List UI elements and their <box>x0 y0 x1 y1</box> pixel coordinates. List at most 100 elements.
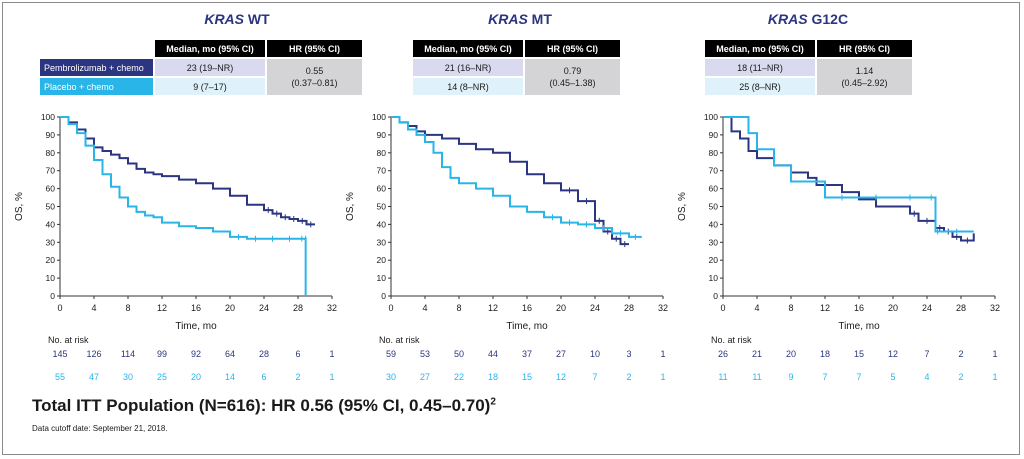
legend-pembro-cell <box>40 59 153 76</box>
risk-pembro-value: 114 <box>121 349 135 359</box>
x-tick-label: 0 <box>57 303 62 313</box>
km-curve-placebo <box>723 116 974 233</box>
table-pembro-median-cell <box>705 59 815 76</box>
risk-pembro-value: 28 <box>259 349 269 359</box>
y-tick-label: 10 <box>377 273 387 283</box>
risk-placebo-value: 2 <box>626 372 631 382</box>
x-tick-label: 12 <box>157 303 167 313</box>
table-hr-cell <box>267 59 362 95</box>
risk-pembro-value: 21 <box>752 349 762 359</box>
risk-placebo-value: 4 <box>924 372 929 382</box>
table-hr-ci: (0.45–1.38) <box>549 78 595 88</box>
risk-placebo-value: 7 <box>856 372 861 382</box>
y-tick-label: 10 <box>709 273 719 283</box>
risk-placebo-value: 15 <box>522 372 532 382</box>
risk-pembro-value: 20 <box>786 349 796 359</box>
risk-pembro-value: 44 <box>488 349 498 359</box>
risk-table-label: No. at risk <box>379 335 420 345</box>
risk-placebo-value: 2 <box>295 372 300 382</box>
table-hr-cell <box>817 59 912 95</box>
legend-pembro-label: Pembrolizumab + chemo <box>44 63 144 73</box>
y-tick-label: 30 <box>377 237 387 247</box>
x-tick-label: 16 <box>191 303 201 313</box>
risk-placebo-value: 6 <box>261 372 266 382</box>
y-tick-label: 20 <box>709 255 719 265</box>
x-tick-label: 12 <box>820 303 830 313</box>
y-tick-label: 40 <box>377 219 387 229</box>
x-axis-label: Time, mo <box>175 321 217 332</box>
risk-table-label: No. at risk <box>48 335 89 345</box>
x-axis-label: Time, mo <box>838 321 880 332</box>
total-itt-text: Total ITT Population (N=616): HR 0.56 (9… <box>32 396 491 415</box>
x-tick-label: 8 <box>456 303 461 313</box>
km-curve-pembro <box>723 116 975 242</box>
table-header-hr-cell <box>525 40 620 57</box>
table-header-median-cell <box>705 40 815 57</box>
y-tick-label: 20 <box>377 255 387 265</box>
table-pembro-median: 18 (11–NR) <box>737 63 783 73</box>
table-pembro-median: 21 (16–NR) <box>445 63 492 73</box>
table-hr-value: 1.14 <box>856 66 874 76</box>
km-curve-placebo <box>391 116 642 238</box>
y-tick-label: 100 <box>372 112 386 122</box>
km-panel-1: KRAS WT Median, mo (95% CI) HR (95% CI) 23 … <box>14 11 362 382</box>
y-tick-label: 50 <box>377 202 387 212</box>
x-tick-label: 28 <box>624 303 634 313</box>
x-tick-label: 28 <box>293 303 303 313</box>
risk-placebo-value: 12 <box>556 372 566 382</box>
y-tick-label: 90 <box>46 130 56 140</box>
y-tick-label: 0 <box>713 291 718 301</box>
risk-pembro-value: 92 <box>191 349 201 359</box>
x-tick-label: 32 <box>990 303 1000 313</box>
y-tick-label: 0 <box>381 291 386 301</box>
risk-pembro-value: 53 <box>420 349 430 359</box>
risk-pembro-value: 145 <box>52 349 67 359</box>
total-itt-summary: Total ITT Population (N=616): HR 0.56 (9… <box>32 396 496 416</box>
risk-pembro-value: 3 <box>626 349 631 359</box>
risk-pembro-value: 126 <box>86 349 101 359</box>
x-tick-label: 4 <box>754 303 759 313</box>
x-tick-label: 12 <box>488 303 498 313</box>
x-tick-label: 16 <box>854 303 864 313</box>
table-hr-ci: (0.37–0.81) <box>291 78 337 88</box>
table-pembro-median-cell <box>155 59 265 76</box>
table-header-median: Median, mo (95% CI) <box>716 44 804 54</box>
risk-pembro-value: 15 <box>854 349 864 359</box>
y-tick-label: 70 <box>377 166 387 176</box>
risk-placebo-value: 9 <box>788 372 793 382</box>
y-tick-label: 30 <box>46 237 56 247</box>
risk-placebo-value: 11 <box>752 372 761 382</box>
risk-placebo-value: 30 <box>123 372 133 382</box>
y-tick-label: 40 <box>709 219 719 229</box>
x-tick-label: 24 <box>922 303 932 313</box>
risk-placebo-value: 7 <box>592 372 597 382</box>
total-itt-superscript: 2 <box>490 396 496 408</box>
risk-pembro-value: 50 <box>454 349 464 359</box>
risk-placebo-value: 22 <box>454 372 464 382</box>
table-header-median: Median, mo (95% CI) <box>424 44 512 54</box>
table-header-hr-cell <box>267 40 362 57</box>
risk-pembro-value: 37 <box>522 349 532 359</box>
table-placebo-median-cell <box>155 78 265 95</box>
y-tick-label: 80 <box>709 148 719 158</box>
table-placebo-median-cell <box>413 78 523 95</box>
risk-pembro-value: 99 <box>157 349 167 359</box>
risk-placebo-value: 7 <box>822 372 827 382</box>
risk-placebo-value: 5 <box>890 372 895 382</box>
risk-placebo-value: 11 <box>718 372 727 382</box>
y-tick-label: 50 <box>46 202 56 212</box>
table-hr-value: 0.55 <box>306 66 324 76</box>
risk-placebo-value: 55 <box>55 372 65 382</box>
legend-placebo-label: Placebo + chemo <box>44 82 114 92</box>
y-axis-label: OS, % <box>14 192 25 221</box>
risk-pembro-value: 18 <box>820 349 830 359</box>
x-tick-label: 24 <box>590 303 600 313</box>
table-hr-cell <box>525 59 620 95</box>
table-header-hr: HR (95% CI) <box>289 44 340 54</box>
table-placebo-median: 25 (8–NR) <box>739 82 781 92</box>
y-tick-label: 10 <box>46 273 56 283</box>
table-hr-value: 0.79 <box>564 66 582 76</box>
risk-placebo-value: 1 <box>329 372 334 382</box>
risk-pembro-value: 1 <box>660 349 665 359</box>
risk-pembro-value: 64 <box>225 349 235 359</box>
